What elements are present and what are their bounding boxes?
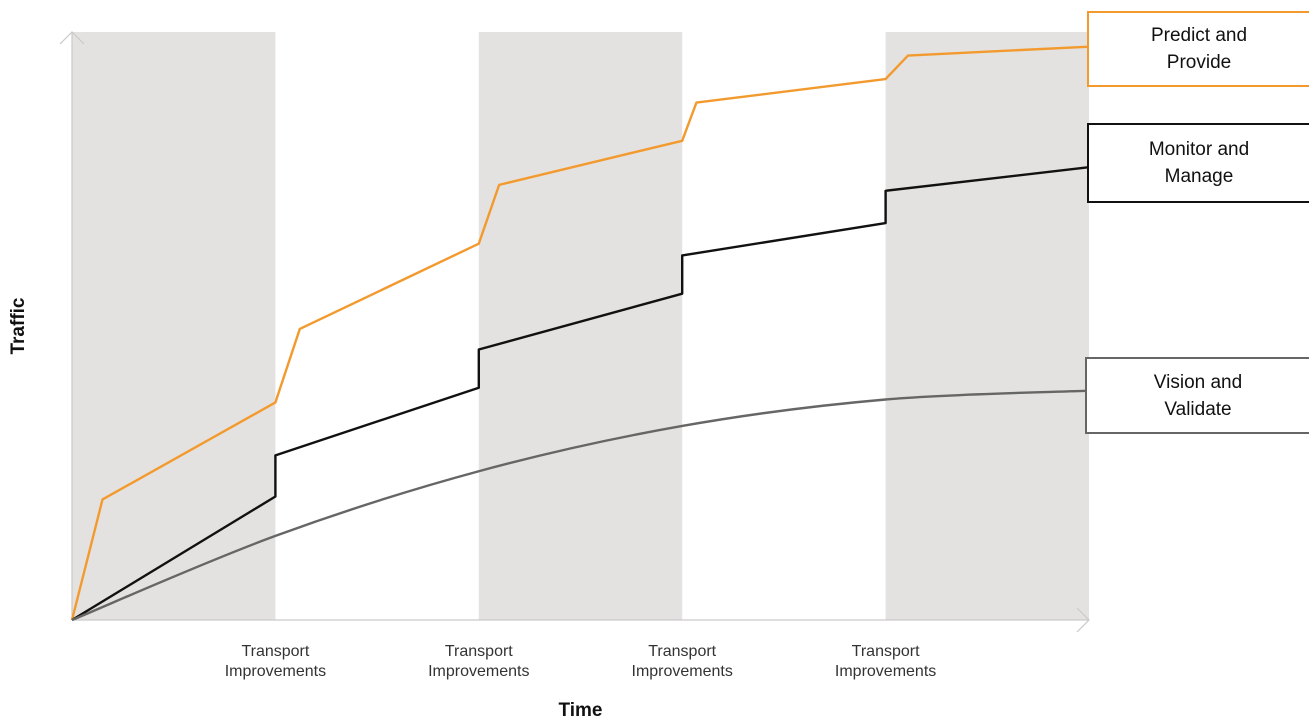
series-line-predict-and-provide	[70, 45, 1090, 621]
legend-label: Vision and Validate	[1153, 371, 1243, 420]
x-tick-label: Transport Improvements	[835, 643, 936, 680]
legend-label: Monitor and Manage	[1148, 139, 1250, 187]
x-tick-label: Transport Improvements	[225, 643, 326, 680]
series-line-vision-and-validate	[71, 389, 1090, 622]
axes	[59, 31, 1090, 633]
shaded-band-2	[885, 32, 1089, 620]
legend-item-monitor-and-manage: Monitor and Manage	[1087, 123, 1309, 203]
x-tick-label: Transport Improvements	[428, 643, 529, 680]
legend-label: Predict and Provide	[1150, 25, 1248, 73]
shaded-band-1	[478, 32, 683, 620]
legend-item-vision-and-validate: Vision and Validate	[1085, 357, 1309, 434]
x-axis-arrow	[1076, 607, 1090, 633]
x-axis-title: Time	[558, 700, 602, 721]
x-tick-labels: Transport Improvements Transport Improvemen…	[225, 643, 937, 680]
legend-item-predict-and-provide: Predict and Provide	[1087, 11, 1309, 87]
series-lines	[70, 45, 1090, 622]
shaded-band-0	[72, 32, 276, 620]
y-axis-title: Traffic	[8, 297, 29, 354]
x-tick-label: Transport Improvements	[632, 643, 733, 680]
shaded-bands	[72, 32, 1089, 620]
series-line-monitor-and-manage	[71, 166, 1090, 622]
y-axis-arrow	[59, 31, 85, 45]
